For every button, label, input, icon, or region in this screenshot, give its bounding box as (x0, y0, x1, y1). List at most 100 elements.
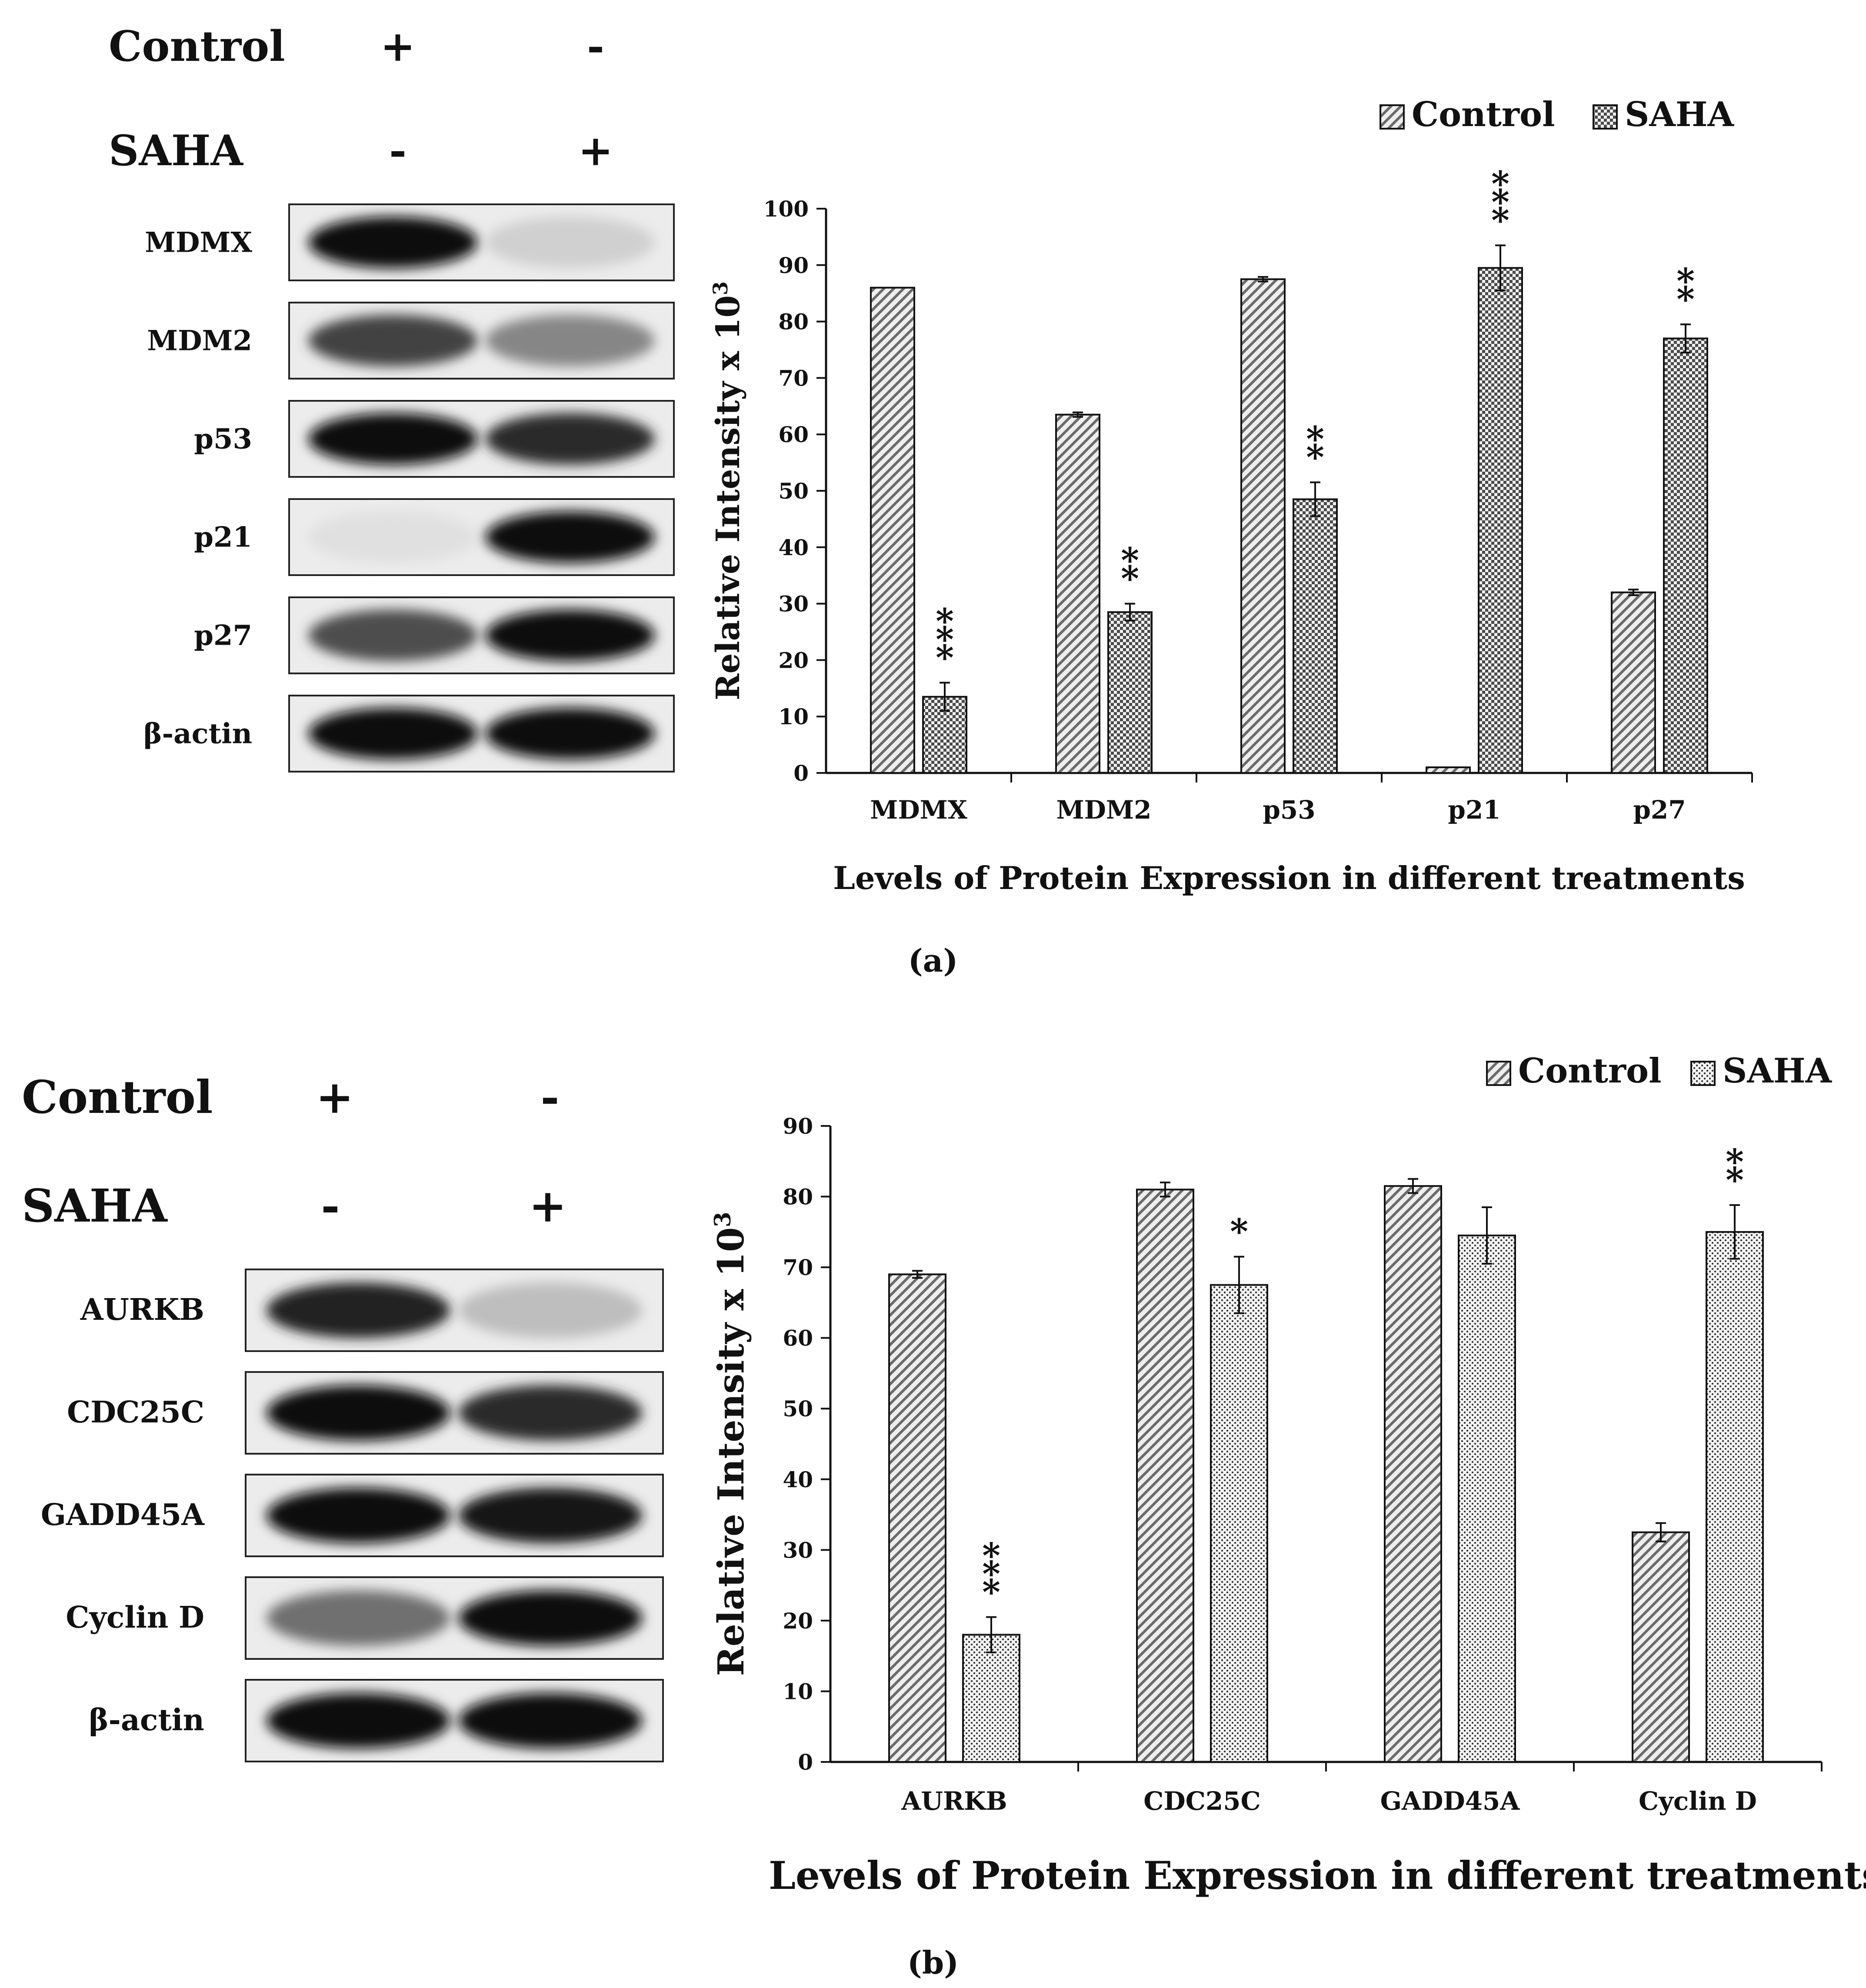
y-tick-label: 90 (783, 1113, 813, 1139)
blot-band-p21-lane-1 (308, 511, 478, 563)
significance-star-p53: * (1306, 419, 1324, 460)
legend-swatch-saha (1690, 1061, 1716, 1086)
blot-band-p27-lane-1 (308, 609, 478, 661)
y-tick-label: 100 (763, 196, 809, 222)
blot-band-cyclin-d-lane-1 (267, 1590, 450, 1646)
x-tick-label-cdc25c: CDC25C (1143, 1786, 1261, 1816)
y-tick-label: 30 (778, 591, 809, 617)
x-axis-label: Levels of Protein Expression in differen… (833, 859, 1745, 896)
panel-b-condition-saha-label: SAHA (22, 1179, 168, 1232)
bar-control-mdmx (870, 286, 915, 774)
blot-band-p53-lane-2 (485, 413, 655, 465)
bar-saha-aurkb (962, 1634, 1020, 1763)
significance-star-p21: * (1491, 163, 1509, 204)
significance-star-p21: * (1491, 181, 1509, 222)
panel-b-bar-chart: 0102030405060708090AURKB***CDC25C*GADD45… (710, 1051, 1866, 1898)
significance-star-p21: * (1491, 200, 1509, 240)
y-tick-label: 70 (783, 1255, 813, 1280)
panel-b-blot: Control + - SAHA - + AURKB CDC25C GADD45A C… (22, 1070, 664, 1762)
significance-star-aurkb: * (982, 1535, 1000, 1576)
bar-control-p21 (1426, 766, 1471, 774)
panel-a-caption: (a) (908, 942, 958, 979)
x-axis-label: Levels of Protein Expression in differen… (769, 1853, 1866, 1898)
y-tick-label: 50 (783, 1396, 813, 1422)
blot-label-mdmx: MDMX (145, 226, 252, 259)
blot-band-actin-lane-1 (308, 708, 478, 759)
bar-control-mdm2 (1055, 413, 1100, 774)
blot-band-mdmx-lane-2 (485, 216, 655, 268)
significance-star-cyclin-d: * (1726, 1141, 1744, 1182)
bar-control-cyclin-d (1632, 1531, 1690, 1763)
panel-b-condition-control-sign-1: + (316, 1070, 353, 1124)
y-tick-label: 80 (778, 309, 809, 335)
panel-a-blot-bands: MDMX MDM2 p53 p21 p27 β-actin (143, 203, 675, 773)
x-tick-label-p21: p21 (1448, 795, 1500, 825)
blot-label-cdc25c: CDC25C (67, 1395, 204, 1430)
x-tick-label-gadd45a: GADD45A (1380, 1786, 1520, 1816)
panel-a-condition-saha-sign-1: - (389, 126, 407, 175)
significance-star-mdm2: * (1121, 558, 1139, 599)
legend-label-control: Control (1518, 1051, 1662, 1091)
significance-star-aurkb: * (982, 1553, 1000, 1594)
blot-band-cdc25c-lane-1 (267, 1385, 450, 1441)
panel-b-blot-bands: AURKB CDC25C GADD45A Cyclin D β-actin (41, 1269, 664, 1762)
panel-a-bar-chart: 0102030405060708090100MDMX***MDM2**p53**… (709, 95, 1753, 896)
blot-band-mdm2-lane-1 (308, 315, 478, 366)
significance-star-p53: * (1306, 437, 1324, 478)
bar-saha-cyclin-d (1706, 1231, 1764, 1763)
blot-band-actin-lane-1 (267, 1693, 450, 1748)
bar-control-cdc25c (1136, 1189, 1194, 1763)
blot-label-aurkb: AURKB (80, 1292, 204, 1327)
panel-b-condition-control-label: Control (22, 1070, 213, 1124)
x-tick-label-mdmx: MDMX (870, 795, 967, 825)
blot-band-p53-lane-1 (308, 413, 478, 465)
y-tick-label: 20 (778, 647, 809, 673)
bar-control-p27 (1611, 591, 1656, 774)
panel-b-condition-saha-sign-2: + (529, 1179, 566, 1232)
y-tick-label: 60 (778, 422, 809, 447)
legend-swatch-control (1380, 104, 1405, 130)
panel-a: Control + - SAHA - + MDMX MDM2 p53 p21 p27 β-… (109, 22, 1753, 979)
panel-b-condition-saha-sign-1: - (321, 1179, 340, 1232)
y-tick-label: 60 (783, 1325, 813, 1351)
x-tick-label-p53: p53 (1263, 795, 1315, 825)
blot-label-actin: β-actin (143, 718, 252, 750)
legend-swatch-control (1486, 1061, 1511, 1086)
x-tick-label-cyclin-d: Cyclin D (1639, 1786, 1757, 1816)
blot-band-gadd45a-lane-2 (458, 1488, 643, 1543)
bar-saha-p21 (1478, 267, 1523, 774)
bar-saha-cdc25c (1210, 1284, 1268, 1763)
y-tick-label: 40 (778, 535, 809, 560)
blot-band-cdc25c-lane-2 (458, 1385, 643, 1441)
bar-saha-mdm2 (1107, 611, 1153, 774)
blot-band-p21-lane-2 (485, 511, 655, 563)
blot-band-mdmx-lane-1 (308, 216, 478, 268)
legend-label-saha: SAHA (1625, 95, 1735, 134)
y-tick-label: 10 (778, 704, 809, 729)
y-tick-label: 0 (793, 760, 809, 786)
legend-label-control: Control (1412, 95, 1555, 134)
panel-a-condition-control-label: Control (109, 22, 285, 71)
y-tick-label: 90 (778, 253, 809, 278)
panel-a-blot: Control + - SAHA - + MDMX MDM2 p53 p21 p27 β-… (109, 22, 675, 773)
blot-label-gadd45a: GADD45A (41, 1498, 205, 1532)
significance-star-mdm2: * (1121, 540, 1139, 581)
significance-star-aurkb: * (982, 1572, 1000, 1612)
blot-label-p27: p27 (194, 619, 252, 652)
legend-swatch-saha (1593, 104, 1618, 130)
significance-star-mdmx: * (936, 619, 954, 659)
blot-band-p27-lane-2 (485, 609, 655, 661)
panel-b-condition-control-sign-2: - (540, 1070, 559, 1124)
blot-band-actin-lane-2 (458, 1693, 643, 1748)
bar-control-gadd45a (1384, 1185, 1442, 1763)
blot-band-gadd45a-lane-1 (267, 1488, 450, 1543)
y-tick-label: 80 (783, 1184, 813, 1210)
blot-label-mdm2: MDM2 (147, 325, 252, 357)
y-tick-label: 40 (783, 1467, 813, 1492)
y-tick-label: 20 (783, 1608, 813, 1634)
blot-label-p21: p21 (194, 521, 252, 554)
bar-saha-gadd45a (1458, 1234, 1516, 1763)
bar-saha-p27 (1663, 337, 1708, 774)
significance-star-mdmx: * (936, 637, 954, 678)
blot-label-actin: β-actin (89, 1703, 204, 1738)
